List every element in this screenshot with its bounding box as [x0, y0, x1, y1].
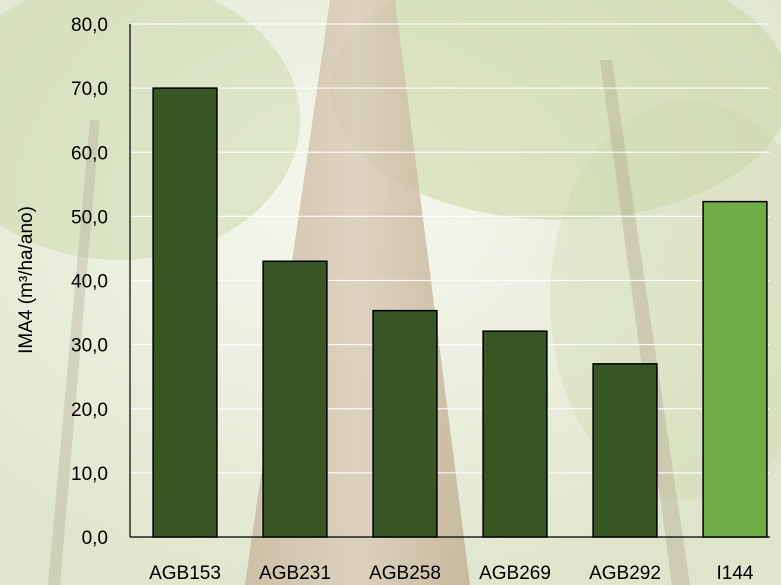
- x-category-label: AGB269: [479, 563, 551, 584]
- y-tick-label: 30,0: [71, 336, 108, 357]
- y-axis-title: IMA4 (m³/ha/ano): [16, 206, 37, 354]
- bars: [152, 87, 768, 538]
- gridlines: [130, 23, 770, 474]
- y-tick-label: 0,0: [82, 528, 108, 549]
- bar-agb231: [262, 260, 328, 538]
- y-tick-label: 20,0: [71, 400, 108, 421]
- x-category-labels: AGB153 AGB231 AGB258 AGB269 AGB292 I144: [149, 563, 754, 584]
- x-category-label: I144: [717, 563, 754, 584]
- bar-agb292: [592, 363, 658, 538]
- y-tick-label: 40,0: [71, 272, 108, 293]
- x-category-label: AGB292: [589, 563, 661, 584]
- x-category-label: AGB231: [259, 563, 331, 584]
- bar-i144: [702, 200, 768, 538]
- x-category-label: AGB153: [149, 563, 221, 584]
- y-tick-labels: 0,0 10,0 20,0 30,0 40,0 50,0 60,0 70,0 80,0: [71, 15, 108, 549]
- bar-agb269: [482, 330, 548, 538]
- y-tick-label: 10,0: [71, 464, 108, 485]
- y-tick-label: 60,0: [71, 143, 108, 164]
- x-category-label: AGB258: [369, 563, 441, 584]
- bar-agb153: [152, 87, 218, 538]
- bar-agb258: [372, 309, 438, 538]
- axes: [129, 24, 770, 538]
- y-tick-label: 80,0: [71, 15, 108, 36]
- y-tick-label: 70,0: [71, 79, 108, 100]
- y-tick-label: 50,0: [71, 207, 108, 228]
